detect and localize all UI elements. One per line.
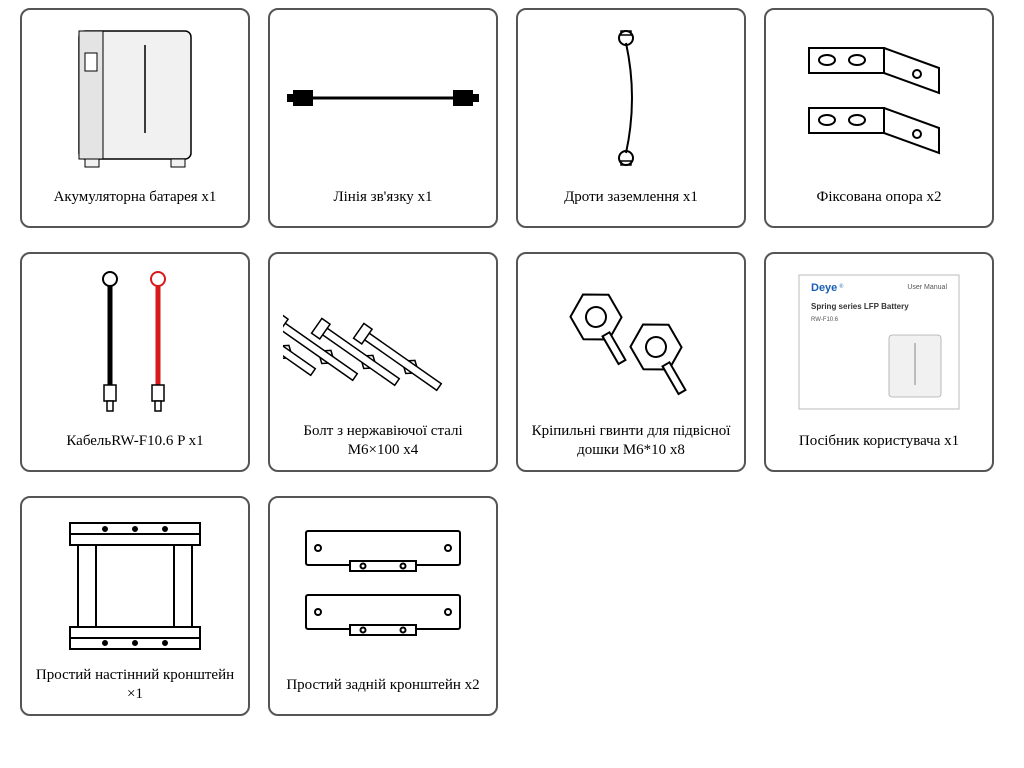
battery-unit-icon — [28, 18, 242, 178]
card-anchor-bolts: Болт з нержавіючої сталі М6×100 x4 — [268, 252, 498, 472]
svg-text:Deye: Deye — [811, 282, 837, 294]
card-label: Кріпильні гвинти для підвісної дошки М6*… — [524, 422, 738, 460]
card-label: Фіксована опора x2 — [816, 178, 941, 216]
card-battery: Акумуляторна батарея x1 — [20, 8, 250, 228]
user-manual-icon: Deye ® User Manual Spring series LFP Bat… — [772, 262, 986, 422]
card-label: Простий настінний кронштейн ×1 — [28, 666, 242, 704]
wall-bracket-icon — [28, 506, 242, 666]
card-label: Акумуляторна батарея x1 — [54, 178, 217, 216]
card-label: Лінія зв'язку x1 — [333, 178, 432, 216]
anchor-bolts-icon — [276, 262, 490, 422]
card-label: Простий задній кронштейн x2 — [286, 666, 479, 704]
card-label: Дроти заземлення x1 — [564, 178, 698, 216]
fixed-brackets-icon — [772, 18, 986, 178]
rear-bracket-icon — [276, 506, 490, 666]
comm-cable-icon — [276, 18, 490, 178]
mounting-screws-icon — [524, 262, 738, 422]
svg-text:Spring series LFP Battery: Spring series LFP Battery — [811, 302, 909, 311]
svg-text:User Manual: User Manual — [907, 284, 947, 291]
card-mounting-screws: Кріпильні гвинти для підвісної дошки М6*… — [516, 252, 746, 472]
card-fixed-brackets: Фіксована опора x2 — [764, 8, 994, 228]
svg-text:®: ® — [839, 283, 844, 290]
card-label: Болт з нержавіючої сталі М6×100 x4 — [276, 422, 490, 460]
packing-list-grid: Акумуляторна батарея x1 Лінія зв'язку x1 — [20, 8, 1004, 716]
card-ground-wire: Дроти заземлення x1 — [516, 8, 746, 228]
svg-text:RW-F10.6: RW-F10.6 — [811, 317, 839, 323]
card-rear-bracket: Простий задній кронштейн x2 — [268, 496, 498, 716]
card-label: Посібник користувача x1 — [799, 422, 959, 460]
card-label: КабельRW-F10.6 P x1 — [66, 422, 203, 460]
ground-wire-icon — [524, 18, 738, 178]
card-comm-cable: Лінія зв'язку x1 — [268, 8, 498, 228]
card-power-cables: КабельRW-F10.6 P x1 — [20, 252, 250, 472]
power-cables-icon — [28, 262, 242, 422]
card-user-manual: Deye ® User Manual Spring series LFP Bat… — [764, 252, 994, 472]
card-wall-bracket: Простий настінний кронштейн ×1 — [20, 496, 250, 716]
